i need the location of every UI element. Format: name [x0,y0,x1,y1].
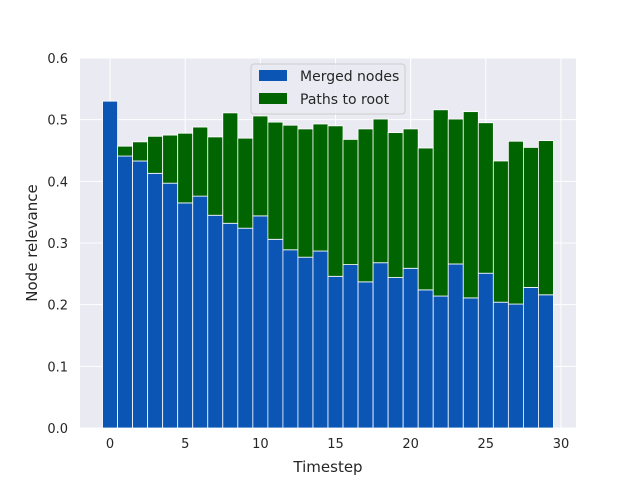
y-tick-label: 0.6 [47,52,68,67]
bar-paths-to-root-t11 [267,121,284,240]
legend-label-merged-nodes: Merged nodes [300,69,399,85]
bar-paths-to-root-t26 [492,160,509,303]
bar-paths-to-root-t16 [342,138,359,265]
bar-merged-nodes-t7 [207,214,224,429]
bar-merged-nodes-t11 [267,238,284,429]
bar-merged-nodes-t19 [387,277,404,429]
bar-paths-to-root-t10 [252,115,269,217]
bar-merged-nodes-t21 [417,289,434,429]
bar-paths-to-root-t19 [387,132,404,278]
bar-merged-nodes-t14 [312,250,329,429]
bar-merged-nodes-t0 [102,100,118,429]
bar-paths-to-root-t13 [297,128,314,258]
y-tick-label: 0.2 [47,299,68,314]
bar-merged-nodes-t27 [507,303,524,429]
bar-merged-nodes-t24 [462,297,479,429]
bar-paths-to-root-t28 [522,147,539,288]
y-tick-label: 0.0 [47,422,68,437]
bars [102,100,554,429]
x-tick-label: 25 [478,437,495,452]
legend-box [250,63,406,115]
bar-paths-to-root-t29 [538,140,554,296]
bar-paths-to-root-t3 [147,135,164,174]
bar-merged-nodes-t18 [372,262,389,429]
legend-label-paths-to-root: Paths to root [300,92,390,108]
x-tick-label: 0 [106,437,114,452]
bar-paths-to-root-t9 [237,137,254,229]
bar-paths-to-root-t27 [507,140,524,305]
bar-paths-to-root-t23 [447,118,464,265]
bar-merged-nodes-t26 [492,301,509,429]
bar-paths-to-root-t6 [192,126,209,197]
y-tick-label: 0.4 [47,175,68,190]
bar-paths-to-root-t15 [327,125,344,277]
bar-paths-to-root-t12 [282,124,299,251]
bar-merged-nodes-t3 [147,172,164,429]
bar-merged-nodes-t20 [402,267,419,429]
x-tick-label: 20 [402,437,419,452]
bar-paths-to-root-t8 [222,112,239,224]
x-axis-label: Timestep [292,458,362,476]
bar-merged-nodes-t15 [327,275,344,429]
y-tick-labels: 0.0 0.1 0.2 0.3 0.4 0.5 0.6 [47,52,68,437]
x-tick-label: 10 [252,437,269,452]
bar-paths-to-root-t20 [402,128,419,269]
bar-merged-nodes-t5 [177,202,194,429]
bar-paths-to-root-t17 [357,128,374,283]
y-tick-label: 0.3 [47,237,68,252]
bar-merged-nodes-t17 [357,281,374,429]
legend-swatch-merged-nodes [259,70,287,81]
bar-merged-nodes-t23 [447,263,464,429]
bar-paths-to-root-t2 [132,141,149,162]
x-tick-label: 5 [181,437,189,452]
bar-paths-to-root-t24 [462,111,479,299]
bar-merged-nodes-t9 [237,227,254,429]
bar-paths-to-root-t14 [312,123,329,252]
y-tick-label: 0.1 [47,360,68,375]
bar-merged-nodes-t1 [117,155,134,429]
legend-swatch-paths-to-root [259,93,287,104]
bar-merged-nodes-t16 [342,264,359,429]
bar-paths-to-root-t1 [117,145,134,157]
y-axis-label: Node relevance [23,184,41,301]
bar-merged-nodes-t25 [477,272,494,429]
bar-merged-nodes-t2 [132,160,149,429]
bar-paths-to-root-t18 [372,118,389,264]
bar-merged-nodes-t6 [192,195,209,429]
legend: Merged nodes Paths to root [250,63,406,115]
bar-merged-nodes-t22 [432,295,449,429]
bar-merged-nodes-t13 [297,256,314,429]
bar-merged-nodes-t28 [522,286,539,429]
x-tick-label: 15 [327,437,344,452]
bar-paths-to-root-t7 [207,136,224,216]
bar-merged-nodes-t12 [282,249,299,429]
bar-merged-nodes-t4 [162,182,179,429]
y-tick-label: 0.5 [47,114,68,129]
bar-paths-to-root-t21 [417,147,434,291]
bar-merged-nodes-t10 [252,215,269,429]
bar-paths-to-root-t22 [432,109,449,297]
bar-paths-to-root-t25 [477,122,494,274]
bar-merged-nodes-t8 [222,222,239,429]
x-tick-label: 30 [553,437,570,452]
bar-merged-nodes-t29 [538,294,554,429]
bar-paths-to-root-t5 [177,132,194,204]
bar-paths-to-root-t4 [162,134,179,184]
x-tick-labels: 0 5 10 15 20 25 30 [106,437,569,452]
